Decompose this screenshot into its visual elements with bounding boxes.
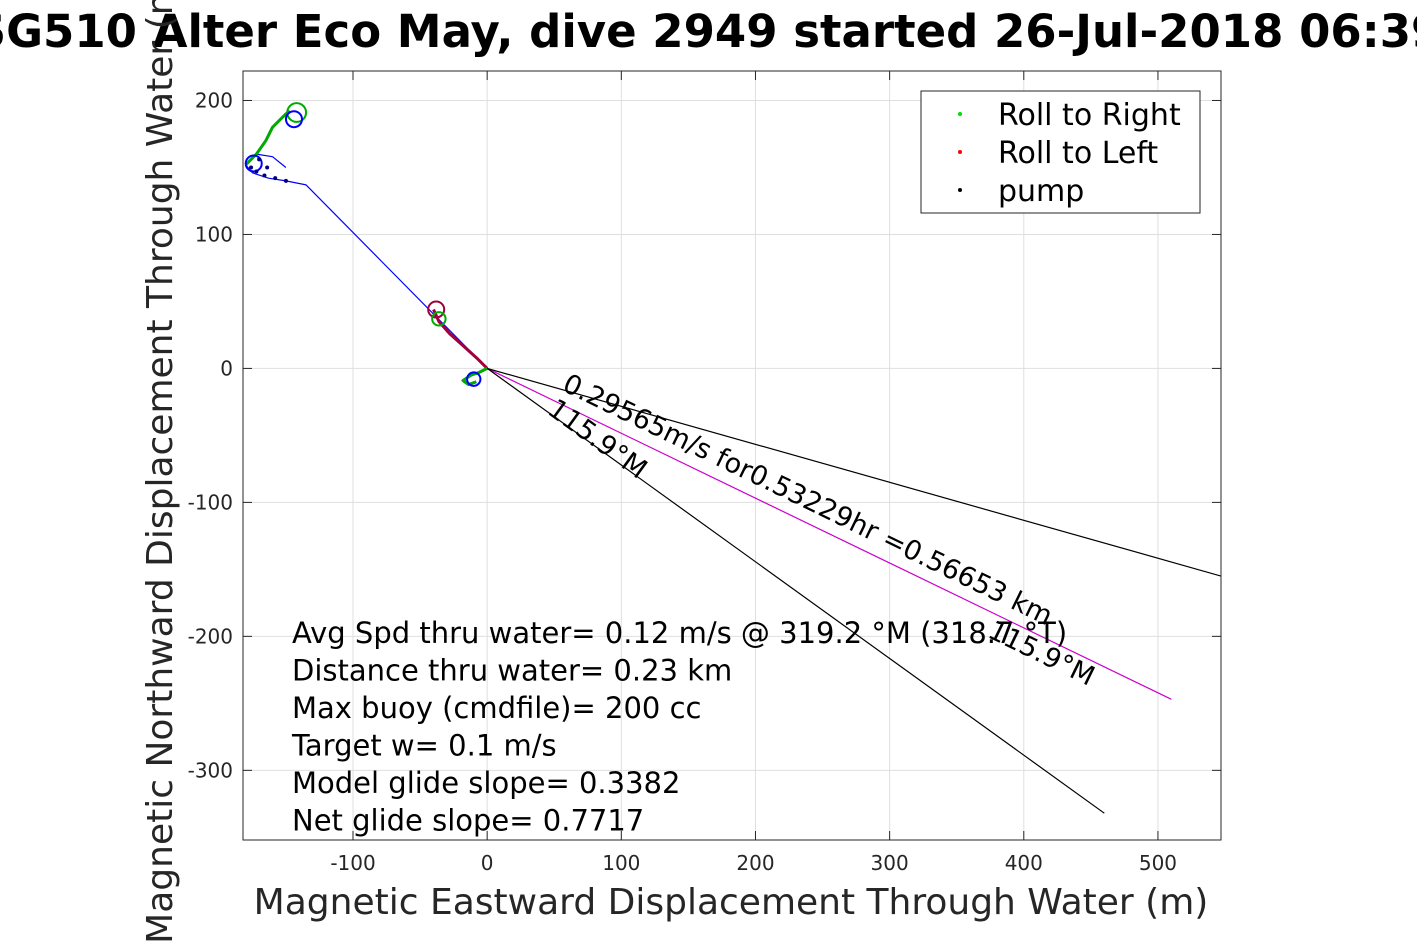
x-tick-label: 200: [736, 851, 774, 875]
y-tick-label: -200: [188, 624, 233, 648]
series-heading: [486, 367, 1172, 700]
legend-label: Roll to Left: [998, 136, 1158, 171]
loop-marker: [427, 300, 446, 319]
x-tick-label: 400: [1005, 851, 1043, 875]
legend-label: Roll to Right: [998, 98, 1181, 133]
pump-point: [265, 165, 270, 170]
pump-point: [283, 178, 288, 183]
legend-marker: [958, 150, 962, 154]
stats-line: Avg Spd thru water= 0.12 m/s @ 319.2 °M …: [292, 616, 1067, 650]
stats-line: Model glide slope= 0.3382: [292, 766, 680, 800]
pump-point: [262, 173, 267, 178]
x-tick-label: 500: [1139, 851, 1177, 875]
x-tick-label: 0: [481, 851, 494, 875]
stats-line: Max buoy (cmdfile)= 200 cc: [292, 691, 701, 725]
series-drift-track: [245, 153, 488, 369]
pump-point: [249, 165, 254, 170]
legend-marker: [958, 112, 962, 116]
pump-point: [273, 176, 278, 181]
axis-ticks: -100 0 100 200 300 400 500 -300 -200 -100 0 100 200: [188, 71, 1221, 875]
stats-line: Target w= 0.1 m/s: [291, 729, 557, 763]
loop-marker: [284, 110, 303, 129]
series-cone-edge-upper: [487, 367, 1221, 577]
plot-frame: [242, 70, 1222, 841]
series-course-segment-1: [432, 308, 489, 370]
grid: [243, 71, 1221, 840]
series-cone-edge-lower: [486, 367, 1105, 814]
chart-title: SG510 Alter Eco May, dive 2949 started 2…: [0, 5, 1417, 58]
y-tick-label: 0: [220, 356, 233, 380]
legend-label: pump: [998, 174, 1084, 209]
loop-marker: [466, 371, 482, 387]
stats-line: Distance thru water= 0.23 km: [292, 654, 732, 688]
series-spiral-segment-1: [244, 109, 291, 166]
y-tick-label: 200: [195, 88, 233, 112]
x-tick-label: 300: [871, 851, 909, 875]
legend-marker: [958, 188, 962, 192]
loop-marker: [286, 102, 308, 123]
stats-panel: Avg Spd thru water= 0.12 m/s @ 319.2 °M …: [291, 616, 1067, 838]
loop-marker: [431, 311, 447, 327]
y-tick-label: -100: [188, 490, 233, 514]
x-tick-label: -100: [330, 851, 375, 875]
pump-point: [254, 169, 259, 174]
x-axis-label: Magnetic Eastward Displacement Through W…: [254, 882, 1209, 923]
y-tick-label: -300: [188, 758, 233, 782]
y-axis-label: Magnetic Northward Displacement Through …: [140, 0, 181, 944]
loop-marker: [244, 154, 263, 173]
y-tick-label: 100: [195, 222, 233, 246]
stats-line: Net glide slope= 0.7717: [292, 804, 644, 838]
pump-point: [257, 157, 262, 162]
legend-box: [920, 90, 1201, 214]
x-tick-label: 100: [602, 851, 640, 875]
